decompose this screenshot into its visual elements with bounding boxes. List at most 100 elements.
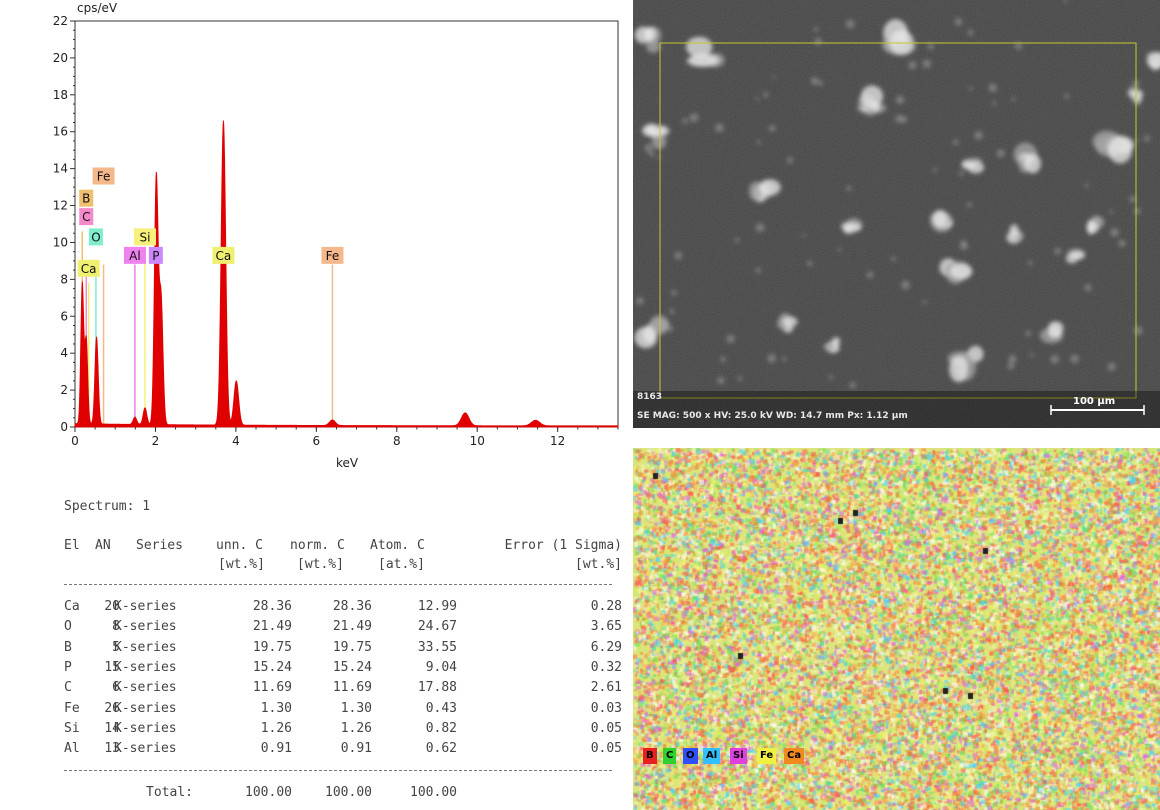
sem-speck xyxy=(891,256,896,262)
sem-particle xyxy=(932,209,947,227)
header-series: Series xyxy=(136,538,183,553)
y-tick-label: 4 xyxy=(60,346,68,360)
element-marker-box xyxy=(148,246,163,264)
cell-unn-c: 28.36 xyxy=(252,599,292,614)
element-marker-box xyxy=(79,189,94,207)
cell-norm-c: 19.75 xyxy=(332,639,372,655)
total-label: Total: xyxy=(146,785,193,800)
legend-chip-fe: Fe xyxy=(757,748,777,764)
header-unit-atom: [at.%] xyxy=(378,557,425,572)
cell-error: 0.32 xyxy=(590,659,622,675)
cell-atom-c: 17.88 xyxy=(417,680,457,696)
cell-series: K-series xyxy=(114,680,177,696)
cell-atom-c: 12.99 xyxy=(417,599,457,614)
x-tick-label: 0 xyxy=(71,434,79,448)
sem-particle xyxy=(950,263,973,280)
sem-speck xyxy=(996,149,1005,158)
x-tick-label: 2 xyxy=(152,434,160,448)
sem-particle xyxy=(1047,321,1064,336)
sem-particle xyxy=(1069,251,1085,260)
cell-series: K-series xyxy=(114,599,177,614)
header-unit-unn: [wt.%] xyxy=(218,557,265,572)
spectrum-title: Spectrum: 1 xyxy=(64,499,151,514)
sem-info-text: SE MAG: 500 x HV: 25.0 kV WD: 14.7 mm Px… xyxy=(637,411,908,421)
sem-particle xyxy=(1146,52,1160,69)
sem-speck xyxy=(782,356,787,362)
cell-atom-c: 0.62 xyxy=(425,741,457,757)
cell-atom-c: 33.55 xyxy=(417,639,457,655)
spectrum-svg: 0 2 4 6 8 10 12 14 16 18 20 22 0 2 4 6 8 10 12 B Fe CO Ca Si Al P… xyxy=(53,1,619,470)
y-tick-label: 16 xyxy=(53,125,68,139)
y-tick-label: 2 xyxy=(60,383,68,397)
cell-element: B xyxy=(64,639,72,655)
sem-micrograph: 8163 SE MAG: 500 x HV: 25.0 kV WD: 14.7 … xyxy=(633,0,1160,428)
cell-series: K-series xyxy=(114,720,177,736)
cell-atomic-number: 13 xyxy=(104,741,120,757)
legend-chip-si: Si xyxy=(730,748,747,764)
sem-particle xyxy=(651,132,667,150)
cell-unn-c: 1.26 xyxy=(260,720,292,736)
sem-particle xyxy=(641,124,665,138)
y-tick-label: 6 xyxy=(60,309,68,323)
sem-speck xyxy=(1007,362,1015,370)
element-map-canvas xyxy=(633,448,1160,810)
legend-chip-o: O xyxy=(683,748,698,764)
cell-error: 3.65 xyxy=(590,619,622,635)
cell-unn-c: 21.49 xyxy=(252,619,292,635)
y-tick-label: 12 xyxy=(53,199,68,213)
element-marker-label: P xyxy=(152,249,159,263)
sem-speck xyxy=(767,354,776,363)
y-tick-label: 14 xyxy=(53,162,68,176)
sem-speck xyxy=(720,356,726,363)
quantification-table: Spectrum: 1 El AN Series unn. C norm. C Atom.… xyxy=(64,495,624,807)
sem-speck xyxy=(967,202,972,208)
element-marker-label: Si xyxy=(140,230,151,244)
sem-speck xyxy=(735,238,740,243)
sem-particle xyxy=(644,26,657,41)
sem-speck xyxy=(667,326,674,332)
cell-series: K-series xyxy=(114,659,177,675)
sem-particle xyxy=(1108,137,1132,164)
cell-element: Al xyxy=(64,741,80,757)
element-marker-label: C xyxy=(82,210,90,224)
sem-speck xyxy=(1054,247,1062,255)
cell-element: O xyxy=(64,619,72,635)
sem-speck xyxy=(768,125,776,132)
sem-id-label: 8163 xyxy=(637,392,663,402)
cell-atomic-number: 26 xyxy=(104,700,120,716)
element-marker-label: Fe xyxy=(326,249,340,263)
table-divider-bottom xyxy=(64,770,612,771)
sem-speck xyxy=(644,143,654,153)
sem-speck xyxy=(674,251,683,260)
sem-speck xyxy=(810,77,819,85)
sem-speck xyxy=(940,259,945,264)
header-norm-c: norm. C xyxy=(290,538,345,553)
cell-unn-c: 11.69 xyxy=(252,680,292,696)
sem-speck xyxy=(837,247,842,252)
sem-speck xyxy=(895,114,904,123)
total-norm-c: 100.00 xyxy=(325,785,372,800)
cell-unn-c: 1.30 xyxy=(260,700,292,716)
sem-speck xyxy=(1025,330,1032,337)
cell-unn-c: 15.24 xyxy=(252,659,292,675)
cell-error: 0.05 xyxy=(590,741,622,757)
sem-speck xyxy=(1064,93,1070,99)
eds-spectrum-chart: 0 2 4 6 8 10 12 14 16 18 20 22 0 2 4 6 8 10 12 B Fe C O Ca Si Al P… xyxy=(0,0,625,480)
sem-speck xyxy=(1063,0,1068,3)
element-marker-box xyxy=(77,259,100,277)
y-tick-label: 20 xyxy=(53,51,68,65)
y-tick-label: 8 xyxy=(60,272,68,286)
header-error: Error (1 Sigma) xyxy=(504,538,622,553)
sem-speck xyxy=(953,139,959,146)
sem-particle xyxy=(860,85,884,108)
cell-error: 2.61 xyxy=(590,680,622,696)
cell-element: C xyxy=(64,680,72,696)
sem-speck xyxy=(755,97,759,101)
y-unit-label: cps/eV xyxy=(77,1,118,15)
sem-particle xyxy=(649,315,669,335)
header-atom-c: Atom. C xyxy=(370,538,425,553)
sem-speck xyxy=(865,108,875,117)
element-marker-label: Ca xyxy=(81,262,97,276)
sem-particle xyxy=(688,53,719,67)
sem-particle xyxy=(783,316,798,327)
